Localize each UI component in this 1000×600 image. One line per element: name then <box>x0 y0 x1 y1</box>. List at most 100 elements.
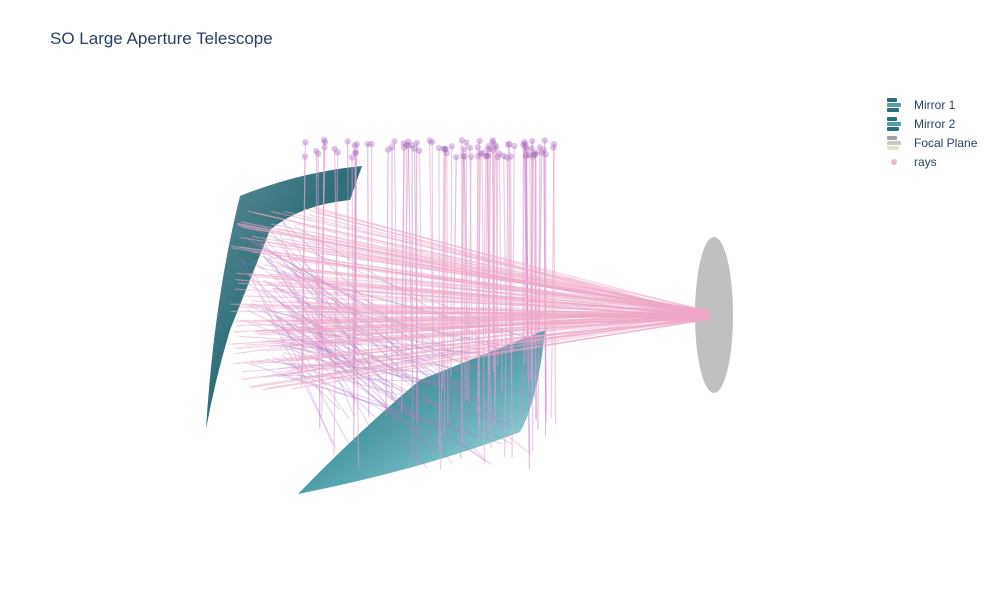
ray-segment <box>264 358 513 426</box>
ray-segment <box>246 321 405 379</box>
mirror-2-face <box>206 166 362 429</box>
ray-point <box>364 140 371 148</box>
ray-segment <box>450 146 453 377</box>
ray-segment <box>313 208 710 314</box>
ray-point <box>500 152 507 159</box>
ray-segment <box>510 156 513 458</box>
ray-segment <box>244 314 708 347</box>
legend-label-mirror-2: Mirror 2 <box>914 116 956 131</box>
ray-point <box>313 147 320 155</box>
ray-point <box>536 143 544 151</box>
ray-point <box>528 145 535 152</box>
chart-title: SO Large Aperture Telescope <box>50 29 273 48</box>
ray-point <box>320 136 328 144</box>
ray-segment <box>403 145 409 331</box>
ray-point <box>526 151 533 158</box>
ray-segment <box>250 300 709 320</box>
ray-point <box>496 150 503 157</box>
ray-point <box>453 153 460 161</box>
ray-segment <box>522 144 525 427</box>
legend-label-focal-plane: Focal Plane <box>914 135 978 150</box>
ray-point <box>485 142 492 150</box>
ray-segment <box>275 238 434 452</box>
ray-point <box>520 141 527 149</box>
ray-point <box>466 144 474 151</box>
mirror-2-swatch-icon <box>884 116 904 131</box>
ray-segment <box>353 144 358 442</box>
ray-point <box>503 154 511 161</box>
ray-segment <box>279 318 710 370</box>
legend-item-rays[interactable]: rays <box>884 152 977 171</box>
ray-segment <box>282 238 710 318</box>
ray-segment <box>294 306 507 378</box>
ray-point <box>540 146 547 154</box>
ray-point <box>353 141 360 148</box>
ray-segment <box>267 339 427 385</box>
ray-point <box>463 139 470 146</box>
ray-point <box>443 149 451 157</box>
ray-point <box>529 137 536 145</box>
ray-point <box>344 138 351 145</box>
ray-point <box>532 149 539 156</box>
ray-segment <box>319 252 710 313</box>
rays-group <box>229 136 710 470</box>
ray-segment <box>523 142 529 374</box>
ray-segment <box>317 153 321 429</box>
ray-point <box>477 150 484 157</box>
ray-point <box>467 153 475 160</box>
ray-segment <box>271 223 707 313</box>
ray-segment <box>280 327 391 388</box>
focal-plane-swatch-icon <box>884 135 904 150</box>
legend-label-rays: rays <box>914 154 937 169</box>
ray-point <box>484 152 491 160</box>
mirror-2-surface <box>206 166 362 429</box>
ray-segment <box>248 311 707 388</box>
ray-segment <box>247 309 512 445</box>
ray-point <box>541 137 548 144</box>
ray-point <box>476 137 483 145</box>
ray-point <box>458 137 465 144</box>
ray-point <box>302 139 309 146</box>
ray-point <box>413 139 420 147</box>
ray-segment <box>248 275 707 320</box>
ray-segment <box>261 307 428 469</box>
rays-swatch-icon <box>884 155 904 169</box>
ray-point <box>440 145 448 152</box>
ray-segment <box>233 313 710 365</box>
ray-point <box>550 144 557 151</box>
ray-segment <box>306 240 710 316</box>
ray-point <box>523 146 530 154</box>
ray-segment <box>533 154 537 419</box>
ray-segment <box>535 152 538 421</box>
ray-point <box>352 148 359 156</box>
ray-segment <box>267 281 467 391</box>
ray-point <box>530 151 538 158</box>
ray-point <box>505 141 512 148</box>
legend-item-mirror-2[interactable]: Mirror 2 <box>884 114 977 133</box>
ray-segment <box>271 210 709 312</box>
ray-point <box>400 140 407 147</box>
mirror-1-swatch-icon <box>884 97 904 112</box>
ray-point <box>428 138 436 146</box>
legend-item-focal-plane[interactable]: Focal Plane <box>884 133 977 152</box>
ray-segment <box>486 155 492 449</box>
ray-point <box>550 140 558 148</box>
ray-segment <box>283 270 383 451</box>
ray-point <box>435 144 443 152</box>
legend: Mirror 1 Mirror 2 Focal Plane rays <box>884 95 977 171</box>
ray-segment <box>249 305 483 407</box>
ray-point <box>459 152 467 159</box>
ray-segment <box>305 307 710 321</box>
ray-segment <box>317 282 709 312</box>
ray-point <box>331 145 338 153</box>
ray-point <box>405 138 412 145</box>
ray-point <box>448 143 455 150</box>
ray-point <box>348 154 356 161</box>
ray-segment <box>251 316 710 389</box>
ray-point <box>492 141 499 149</box>
ray-point <box>507 153 514 160</box>
ray-point <box>384 146 392 153</box>
ray-segment <box>239 278 397 372</box>
legend-item-mirror-1[interactable]: Mirror 1 <box>884 95 977 114</box>
